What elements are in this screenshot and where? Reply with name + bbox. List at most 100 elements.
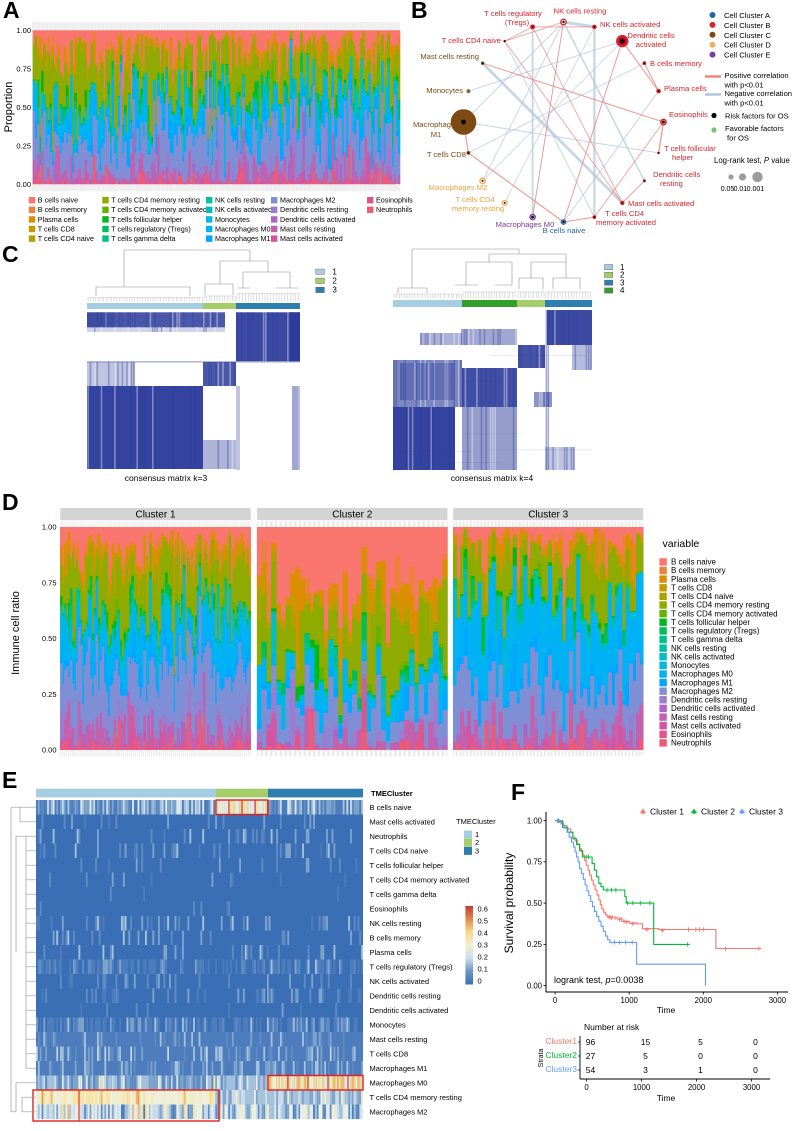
svg-text:Dendritic cells resting: Dendritic cells resting [280,205,348,214]
svg-text:Dendritic cells: Dendritic cells [627,31,674,40]
svg-text:Eosinophils: Eosinophils [370,905,409,914]
svg-text:T cells CD8: T cells CD8 [671,584,713,593]
svg-text:Macrophages: Macrophages [413,120,459,129]
svg-text:activated: activated [636,40,666,49]
svg-text:Macrophages M0: Macrophages M0 [496,220,555,229]
svg-text:0.75: 0.75 [16,64,31,73]
svg-text:Eosinophils: Eosinophils [671,730,712,739]
svg-text:TMECluster: TMECluster [456,817,496,826]
svg-text:Mast cells activated: Mast cells activated [280,234,343,243]
svg-text:Plasma cells: Plasma cells [370,948,412,957]
svg-text:Cluster 3: Cluster 3 [528,510,568,521]
svg-text:Positive correlation: Positive correlation [725,71,789,80]
svg-text:T cells regulatory: T cells regulatory [484,9,542,18]
svg-text:logrank test, p=0.0038: logrank test, p=0.0038 [554,975,643,985]
svg-text:0.25: 0.25 [527,940,543,949]
svg-text:Monocytes: Monocytes [215,215,250,224]
svg-text:NK cells activated: NK cells activated [671,652,735,661]
svg-text:T cells regulatory (Tregs): T cells regulatory (Tregs) [111,224,190,233]
svg-text:0.00: 0.00 [42,746,57,755]
svg-text:2: 2 [475,838,479,847]
svg-text:1: 1 [332,268,337,277]
svg-text:Survival probability: Survival probability [502,853,516,954]
svg-text:0.75: 0.75 [527,858,543,867]
svg-text:27: 27 [586,1051,596,1061]
svg-text:resting: resting [660,179,683,188]
svg-text:Dendritic cells resting: Dendritic cells resting [671,696,747,705]
svg-text:3000: 3000 [769,996,787,1005]
svg-text:T cells CD4: T cells CD4 [455,195,494,204]
svg-text:96: 96 [586,1037,596,1047]
svg-text:Monocytes: Monocytes [426,86,463,95]
svg-text:1: 1 [698,1065,703,1075]
svg-text:0: 0 [553,996,558,1005]
svg-text:B cells naive: B cells naive [370,803,412,812]
svg-text:Dendritic cells activated: Dendritic cells activated [671,704,755,713]
svg-text:T cells CD4 memory resting: T cells CD4 memory resting [111,196,200,205]
svg-text:for OS: for OS [727,134,749,143]
svg-text:Cell Cluster A: Cell Cluster A [724,11,771,20]
svg-text:NK cells activated: NK cells activated [600,20,660,29]
svg-text:0: 0 [478,977,482,986]
svg-text:Cluster2: Cluster2 [545,1050,577,1060]
svg-text:Macrophages M2: Macrophages M2 [280,196,336,205]
svg-text:NK cells resting: NK cells resting [370,919,422,928]
svg-text:0.75: 0.75 [42,578,57,587]
svg-text:F: F [511,779,525,805]
svg-text:Dendritic cells resting: Dendritic cells resting [370,992,441,1001]
svg-text:B cells memory: B cells memory [370,934,422,943]
svg-text:Plasma cells: Plasma cells [671,575,716,584]
svg-text:T cells CD4 naive: T cells CD4 naive [38,234,94,243]
svg-text:B cells memory: B cells memory [650,59,702,68]
svg-text:Macrophages M2: Macrophages M2 [370,1108,428,1117]
svg-text:with p<0.01: with p<0.01 [724,99,764,108]
svg-text:Log-rank test, P value: Log-rank test, P value [714,156,790,165]
svg-text:T cells CD4 memory activated: T cells CD4 memory activated [111,205,207,214]
svg-text:T cells CD4 naive: T cells CD4 naive [442,36,501,45]
svg-text:0.50: 0.50 [527,899,543,908]
svg-text:E: E [2,767,17,793]
svg-text:with p<0.01: with p<0.01 [724,81,764,90]
svg-text:0.01: 0.01 [734,186,748,193]
svg-text:2: 2 [620,271,625,280]
svg-text:3: 3 [643,1065,648,1075]
svg-text:T cells CD4 naive: T cells CD4 naive [370,847,429,856]
svg-text:0.3: 0.3 [478,941,488,950]
svg-text:T cells regulatory (Tregs): T cells regulatory (Tregs) [671,627,760,636]
svg-text:Risk factors for OS: Risk factors for OS [725,112,789,121]
svg-text:NK cells resting: NK cells resting [671,644,727,653]
svg-text:1000: 1000 [633,1083,651,1092]
svg-text:helper: helper [672,153,694,162]
svg-text:Dendritic cells activated: Dendritic cells activated [370,1006,449,1015]
svg-text:Cell Cluster D: Cell Cluster D [724,41,771,50]
svg-text:Macrophages M0: Macrophages M0 [215,224,271,233]
svg-text:B cells memory: B cells memory [38,205,88,214]
svg-text:Monocytes: Monocytes [671,661,710,670]
svg-text:Dendritic cells activated: Dendritic cells activated [280,215,356,224]
svg-text:T cells CD8: T cells CD8 [370,1050,409,1059]
svg-text:Negative correlation: Negative correlation [725,89,793,98]
svg-text:T cells CD4 naive: T cells CD4 naive [671,592,734,601]
svg-text:Mast cells resting: Mast cells resting [280,224,336,233]
svg-text:0.50: 0.50 [16,103,31,112]
svg-text:Plasma cells: Plasma cells [664,84,707,93]
svg-text:B cells naive: B cells naive [671,558,716,567]
svg-text:Cluster 3: Cluster 3 [749,807,783,817]
svg-text:B: B [411,0,428,23]
svg-text:C: C [2,241,19,267]
svg-text:variable: variable [663,538,700,550]
svg-text:0.6: 0.6 [478,905,488,914]
svg-text:Cluster 2: Cluster 2 [332,510,372,521]
svg-text:D: D [2,489,19,515]
svg-text:Monocytes: Monocytes [370,1021,407,1030]
svg-text:0.4: 0.4 [478,929,488,938]
svg-text:Macrophages M0: Macrophages M0 [370,1079,428,1088]
svg-text:T cells follicular: T cells follicular [664,144,716,153]
svg-text:Immune cell ratio: Immune cell ratio [10,591,22,675]
svg-text:Plasma cells: Plasma cells [38,215,79,224]
svg-text:T cells CD8: T cells CD8 [38,224,75,233]
svg-text:Number at risk: Number at risk [584,1022,640,1032]
svg-text:Cluster 2: Cluster 2 [701,807,735,817]
svg-text:Mast cells resting: Mast cells resting [370,1035,428,1044]
svg-text:5: 5 [643,1051,648,1061]
